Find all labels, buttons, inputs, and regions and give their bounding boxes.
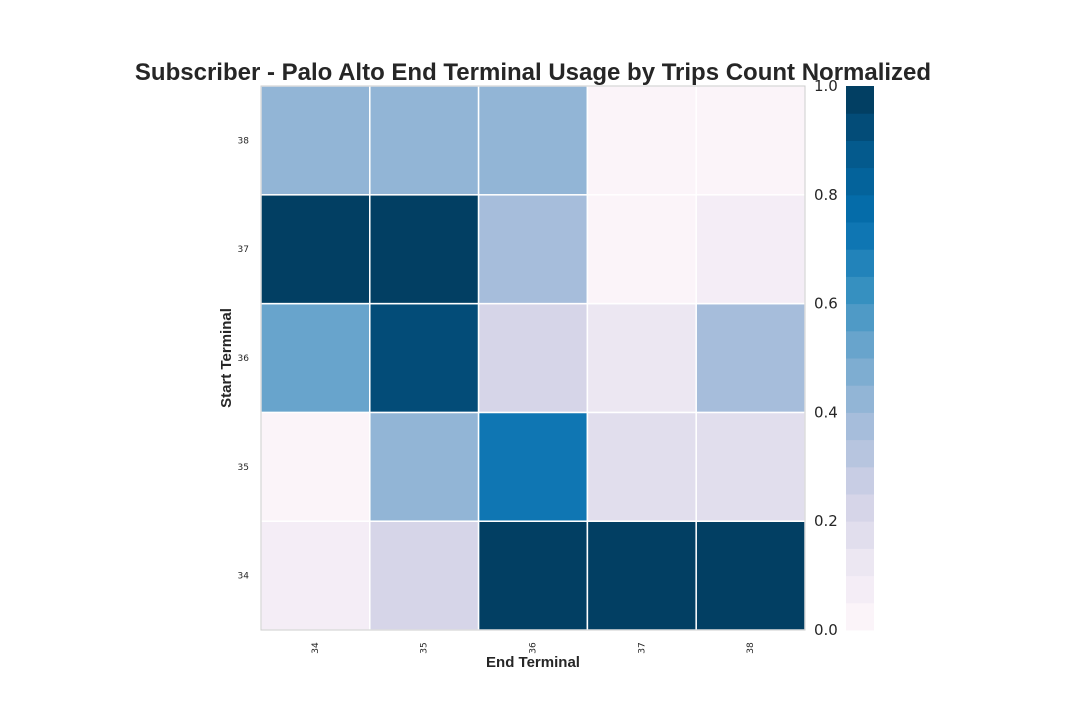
x-tick-label: 35 xyxy=(420,642,430,653)
heatmap-cell-37-34 xyxy=(260,194,371,305)
heatmap-cell-38-36 xyxy=(477,85,589,196)
colorbar-band xyxy=(846,358,874,386)
heatmap-cell-36-36 xyxy=(477,302,589,414)
colorbar-tick-label: 0.8 xyxy=(814,186,838,204)
heatmap-cell-34-35 xyxy=(369,520,480,631)
colorbar-band xyxy=(846,167,874,196)
heatmap-cell-37-38 xyxy=(695,194,806,305)
colorbar-tick-label: 0.6 xyxy=(814,295,838,313)
colorbar-band xyxy=(846,439,874,468)
colorbar-band xyxy=(846,494,874,522)
colorbar-band xyxy=(846,86,874,114)
heatmap-cell-38-35 xyxy=(369,85,480,196)
heatmap-cells xyxy=(260,85,806,631)
heatmap-cell-36-37 xyxy=(586,302,697,414)
heatmap-cell-38-37 xyxy=(586,85,697,196)
x-tick-label: 34 xyxy=(311,642,321,654)
y-tick-label: 37 xyxy=(238,245,249,255)
colorbar-tick-labels: 0.0 0.2 0.4 0.6 0.8 1.0 xyxy=(814,77,838,639)
heatmap-cell-34-36 xyxy=(477,520,589,631)
colorbar-band xyxy=(846,466,874,495)
colorbar-band xyxy=(846,385,874,413)
heatmap-cell-34-37 xyxy=(586,520,697,631)
y-tick-label: 34 xyxy=(238,572,250,582)
x-axis-label: End Terminal xyxy=(486,654,580,671)
colorbar-band xyxy=(846,303,874,332)
colorbar-tick-label: 0.2 xyxy=(814,512,838,530)
heatmap-cell-37-37 xyxy=(586,194,697,305)
colorbar-band xyxy=(846,222,874,250)
heatmap-cell-37-35 xyxy=(369,194,480,305)
heatmap-cell-38-34 xyxy=(260,85,371,196)
colorbar-tick-label: 0.4 xyxy=(814,403,838,421)
heatmap-cell-34-38 xyxy=(695,520,806,631)
heatmap-cell-38-38 xyxy=(695,85,806,196)
x-tick-label: 36 xyxy=(529,642,539,654)
heatmap-cell-36-38 xyxy=(695,302,806,414)
heatmap-cell-36-35 xyxy=(369,302,480,414)
x-tick-label: 38 xyxy=(746,642,756,654)
y-tick-labels: 34 35 36 37 38 xyxy=(238,136,250,581)
colorbar-band xyxy=(846,412,874,441)
heatmap-cell-34-34 xyxy=(260,520,371,631)
y-tick-label: 35 xyxy=(238,463,249,473)
x-tick-label: 37 xyxy=(637,642,647,653)
colorbar-band xyxy=(846,575,874,604)
heatmap-cell-35-34 xyxy=(260,411,371,522)
colorbar-band xyxy=(846,602,874,631)
heatmap-cell-36-34 xyxy=(260,302,371,414)
colorbar-band xyxy=(846,140,874,169)
colorbar-band xyxy=(846,276,874,305)
y-tick-label: 36 xyxy=(238,354,250,364)
colorbar-band xyxy=(846,521,874,549)
heatmap-cell-35-38 xyxy=(695,411,806,522)
colorbar-band xyxy=(846,249,874,277)
colorbar-band xyxy=(846,113,874,141)
colorbar-tick-label: 1.0 xyxy=(814,77,838,95)
plot-frame xyxy=(260,85,806,631)
heatmap-cell-37-36 xyxy=(477,194,589,305)
chart-title: Subscriber - Palo Alto End Terminal Usag… xyxy=(135,59,931,86)
colorbar-band xyxy=(846,548,874,577)
heatmap-cell-35-37 xyxy=(586,411,697,522)
y-tick-label: 38 xyxy=(238,136,250,146)
x-tick-labels: 34 35 36 37 38 xyxy=(311,642,756,654)
heatmap-cell-35-36 xyxy=(477,411,589,522)
colorbar-band xyxy=(846,330,874,359)
colorbar-band xyxy=(846,194,874,223)
heatmap-cell-35-35 xyxy=(369,411,480,522)
colorbar xyxy=(846,86,874,631)
colorbar-tick-label: 0.0 xyxy=(814,621,838,639)
y-axis-label: Start Terminal xyxy=(218,308,235,408)
